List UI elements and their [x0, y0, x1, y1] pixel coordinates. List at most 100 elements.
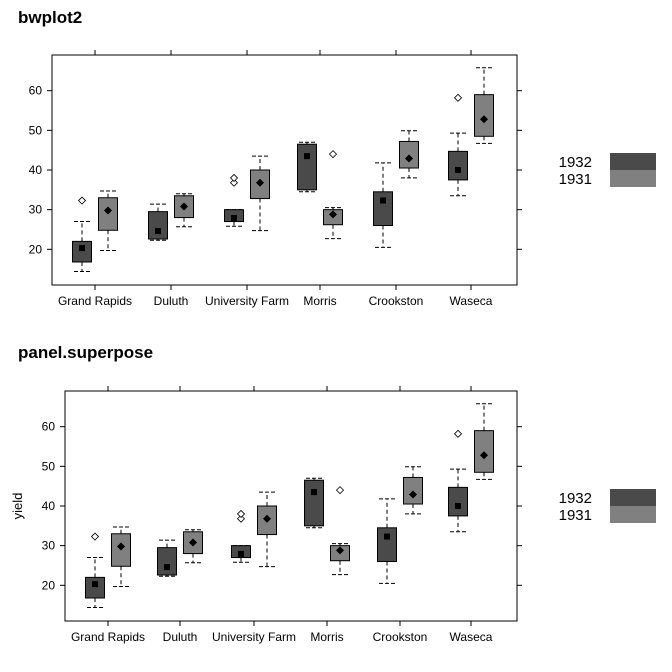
outlier-point	[236, 509, 246, 518]
box-body	[148, 211, 168, 240]
box-body	[448, 486, 468, 517]
median-diamond	[180, 202, 188, 211]
x-tick-label: University Farm	[212, 630, 296, 644]
legend-label-1932: 1932	[559, 490, 592, 507]
median-diamond	[117, 542, 125, 551]
legend-swatch-1931	[610, 506, 656, 523]
legend-swatch-1932	[610, 153, 656, 170]
legend-label-1932: 1932	[559, 154, 592, 171]
box-1932-3	[297, 141, 317, 193]
x-tick-label: Morris	[303, 294, 336, 308]
box-1931-5	[474, 403, 494, 480]
box-1932-4	[373, 162, 393, 248]
y-tick-label: 60	[42, 420, 56, 434]
x-tick-label: Morris	[310, 630, 343, 644]
legend-label-1931: 1931	[559, 171, 592, 188]
median-square	[164, 564, 170, 571]
median-diamond	[336, 546, 344, 555]
median-square	[231, 214, 237, 221]
box-1932-5	[448, 429, 468, 533]
median-diamond	[104, 206, 112, 215]
panel-title-superpose: panel.superpose	[18, 343, 154, 362]
box-body	[377, 527, 397, 563]
box-1932-2	[231, 509, 251, 563]
x-tick-label: Grand Rapids	[71, 630, 145, 644]
median-square	[79, 245, 85, 252]
outlier-point	[335, 486, 345, 495]
box-1932-2	[224, 173, 244, 227]
box-1932-1	[148, 203, 168, 241]
y-tick-label: 20	[42, 578, 56, 592]
median-square	[155, 228, 161, 235]
box-1931-4	[403, 466, 423, 515]
y-tick-label: 40	[42, 499, 56, 513]
box-body	[297, 143, 317, 191]
median-diamond	[189, 538, 197, 547]
box-1931-3	[330, 486, 350, 576]
median-diamond	[409, 490, 417, 499]
median-diamond	[480, 451, 488, 460]
median-square	[455, 167, 461, 173]
box-1931-1	[174, 193, 194, 228]
plot-frame	[51, 54, 518, 286]
x-tick-label: Duluth	[163, 630, 198, 644]
box-1931-2	[250, 155, 270, 232]
legend-swatch-1931	[610, 170, 656, 187]
median-square	[384, 533, 390, 540]
y-tick-label: 20	[29, 242, 43, 256]
legend-label-1931: 1931	[559, 507, 592, 524]
box-body	[157, 547, 177, 576]
median-diamond	[256, 178, 264, 187]
y-tick-label: 30	[29, 203, 43, 217]
median-square	[304, 153, 310, 160]
median-diamond	[480, 115, 488, 124]
x-tick-label: Grand Rapids	[58, 294, 132, 308]
box-1931-4	[399, 130, 419, 179]
outlier-point	[77, 196, 87, 205]
outlier-point	[90, 532, 100, 541]
median-diamond	[263, 514, 271, 523]
box-1932-0	[85, 532, 105, 609]
x-tick-label: Waseca	[450, 630, 493, 644]
box-1932-4	[377, 498, 397, 584]
box-body	[448, 150, 468, 181]
box-1931-1	[183, 529, 203, 564]
median-square	[455, 503, 461, 509]
box-plot-bwplot2: 20 30 40 50 60 Grand Rapids Duluth University F…	[29, 50, 656, 308]
median-square	[238, 550, 244, 557]
box-1932-0	[72, 196, 92, 273]
y-axis-label: yield	[10, 493, 25, 520]
box-1931-0	[111, 526, 131, 587]
box-body	[85, 576, 105, 599]
outlier-point	[229, 178, 239, 187]
legend-swatch-1932	[610, 489, 656, 506]
median-diamond	[405, 154, 413, 163]
outlier-point	[328, 150, 338, 159]
box-1932-5	[448, 93, 468, 197]
box-body	[304, 479, 324, 527]
y-tick-label: 30	[42, 539, 56, 553]
median-square	[92, 581, 98, 588]
x-tick-label: Waseca	[450, 294, 493, 308]
box-plot-superpose: 20 30 40 50 60 Grand Rapids Duluth University F…	[10, 386, 656, 644]
median-square	[311, 489, 317, 496]
y-tick-label: 50	[29, 123, 43, 137]
outlier-point	[229, 173, 239, 182]
median-square	[380, 197, 386, 204]
y-tick-label: 50	[42, 459, 56, 473]
x-tick-label: Crookston	[373, 630, 428, 644]
median-diamond	[329, 210, 337, 219]
box-1931-3	[323, 150, 343, 240]
y-tick-label: 60	[29, 84, 43, 98]
outlier-point	[453, 429, 463, 438]
box-1931-5	[474, 67, 494, 144]
box-1931-2	[257, 491, 277, 568]
y-tick-label: 40	[29, 163, 43, 177]
box-body	[72, 240, 92, 263]
box-1931-0	[98, 190, 118, 251]
box-1932-1	[157, 539, 177, 577]
outlier-point	[236, 514, 246, 523]
x-tick-label: University Farm	[205, 294, 289, 308]
x-tick-label: Duluth	[154, 294, 189, 308]
box-1932-3	[304, 477, 324, 529]
